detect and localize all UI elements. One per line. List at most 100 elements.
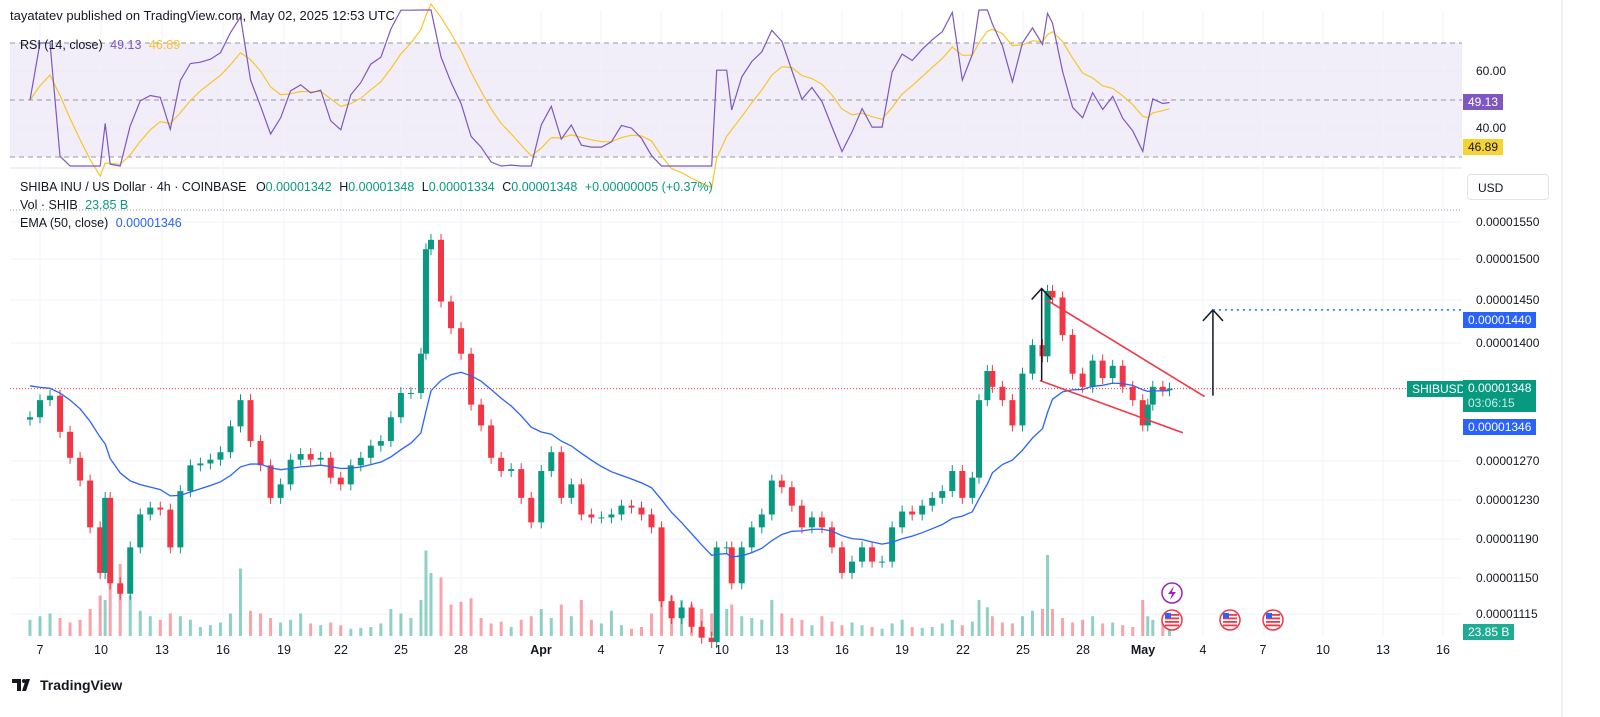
date-tick: 28 [1076, 643, 1090, 657]
candle-down [157, 507, 164, 510]
low-value: 0.00001334 [428, 180, 495, 194]
volume-bar [770, 600, 774, 636]
volume-bar [619, 625, 623, 636]
volume-bar [740, 616, 744, 636]
volume-bar [800, 619, 804, 636]
tradingview-logo[interactable]: TradingView [12, 677, 122, 693]
candle-up [427, 239, 434, 250]
candle-down [1129, 386, 1136, 401]
candle-up [919, 505, 926, 515]
candle-down [57, 395, 64, 432]
volume-bar [609, 610, 613, 636]
lightning-glyph-icon [1168, 586, 1176, 600]
volume-bar [299, 613, 303, 636]
volume-bar [870, 627, 874, 636]
candle-up [26, 417, 33, 420]
flag-stripe [1223, 617, 1237, 620]
candle-down [247, 400, 254, 442]
candle-up [397, 393, 404, 418]
candle-up [939, 491, 946, 498]
volume-bar [860, 625, 864, 636]
candle-up [127, 547, 134, 594]
volume-bar [730, 604, 734, 636]
candle-down [438, 239, 444, 302]
candle-down [1099, 360, 1106, 379]
flag-canton [1223, 613, 1229, 618]
volume-bar [359, 627, 363, 636]
candle-up [899, 511, 906, 528]
candle-down [468, 353, 475, 405]
candle-up [277, 484, 284, 498]
open-label: O [255, 180, 266, 194]
rsi-line [29, 9, 1170, 167]
volume-label[interactable]: Vol · SHIB [20, 198, 78, 212]
volume-bar [148, 616, 152, 636]
date-tick: 22 [956, 643, 970, 657]
ema-value: 0.00001346 [115, 216, 182, 230]
high-value: 0.00001348 [348, 180, 415, 194]
candle-up [187, 465, 194, 492]
volume-bar [539, 609, 543, 636]
volume-bar [329, 622, 333, 636]
candle-up [177, 491, 184, 548]
volume-bar [409, 618, 413, 636]
flag-stripe [1165, 614, 1179, 616]
volume-bar [910, 627, 914, 636]
candle-up [508, 469, 515, 472]
volume-bar [750, 618, 754, 636]
volume-bar [1000, 622, 1004, 636]
price-tick: 0.00001450 [1476, 293, 1540, 307]
flag-stripe [1165, 621, 1179, 623]
volume-bar [279, 622, 283, 636]
volume-bar [38, 616, 42, 636]
candle-down [1039, 345, 1046, 357]
candle-down [588, 514, 595, 518]
date-tick: 4 [1199, 643, 1207, 657]
candle-up [768, 480, 775, 515]
date-tick: 28 [454, 643, 468, 657]
candle-up [618, 505, 625, 515]
volume-bar [950, 619, 954, 636]
volume-bar [1020, 616, 1024, 636]
volume-bar [499, 621, 503, 636]
candle-up [538, 471, 545, 523]
candle-down [1059, 297, 1066, 335]
volume-bar [830, 621, 834, 636]
currency-button[interactable]: USD [1467, 174, 1549, 200]
candle-up [748, 527, 755, 548]
volume-bar [1141, 600, 1145, 636]
volume-bar [479, 618, 483, 636]
candle-down [67, 431, 74, 458]
candle-up [984, 371, 991, 401]
date-tick: May [1130, 643, 1156, 657]
volume-bar [419, 600, 423, 636]
volume-bar [509, 627, 513, 636]
volume-bar [48, 613, 52, 636]
candle-down [87, 480, 94, 528]
candle-down [668, 601, 675, 619]
candle-up [422, 249, 429, 354]
candle-down [909, 511, 916, 515]
symbol-title[interactable]: SHIBA INU / US Dollar · 4h · COINBASE [20, 180, 247, 194]
volume-bar [58, 618, 62, 636]
volume-bar [640, 627, 643, 636]
volume-bar [239, 568, 242, 636]
logo-text: TradingView [40, 677, 123, 693]
price-tick: 0.00001150 [1476, 571, 1539, 585]
candle-up [37, 400, 43, 418]
volume-bar [760, 619, 764, 636]
volume-bar [790, 618, 794, 636]
candle-up [723, 547, 730, 549]
ema-label[interactable]: EMA (50, close) [20, 216, 109, 230]
price-tick: 0.00001550 [1476, 215, 1540, 229]
ema-price-tag: 0.00001346 [1463, 419, 1537, 435]
up-arrow-head-1 [1031, 287, 1053, 300]
price-tick: 0.00001500 [1476, 252, 1540, 266]
candle-up [849, 561, 856, 573]
candle-down [1009, 400, 1016, 426]
volume-bar [449, 604, 453, 636]
date-tick: 10 [94, 643, 108, 657]
volume-bar [529, 616, 533, 636]
volume-bar [820, 616, 824, 636]
